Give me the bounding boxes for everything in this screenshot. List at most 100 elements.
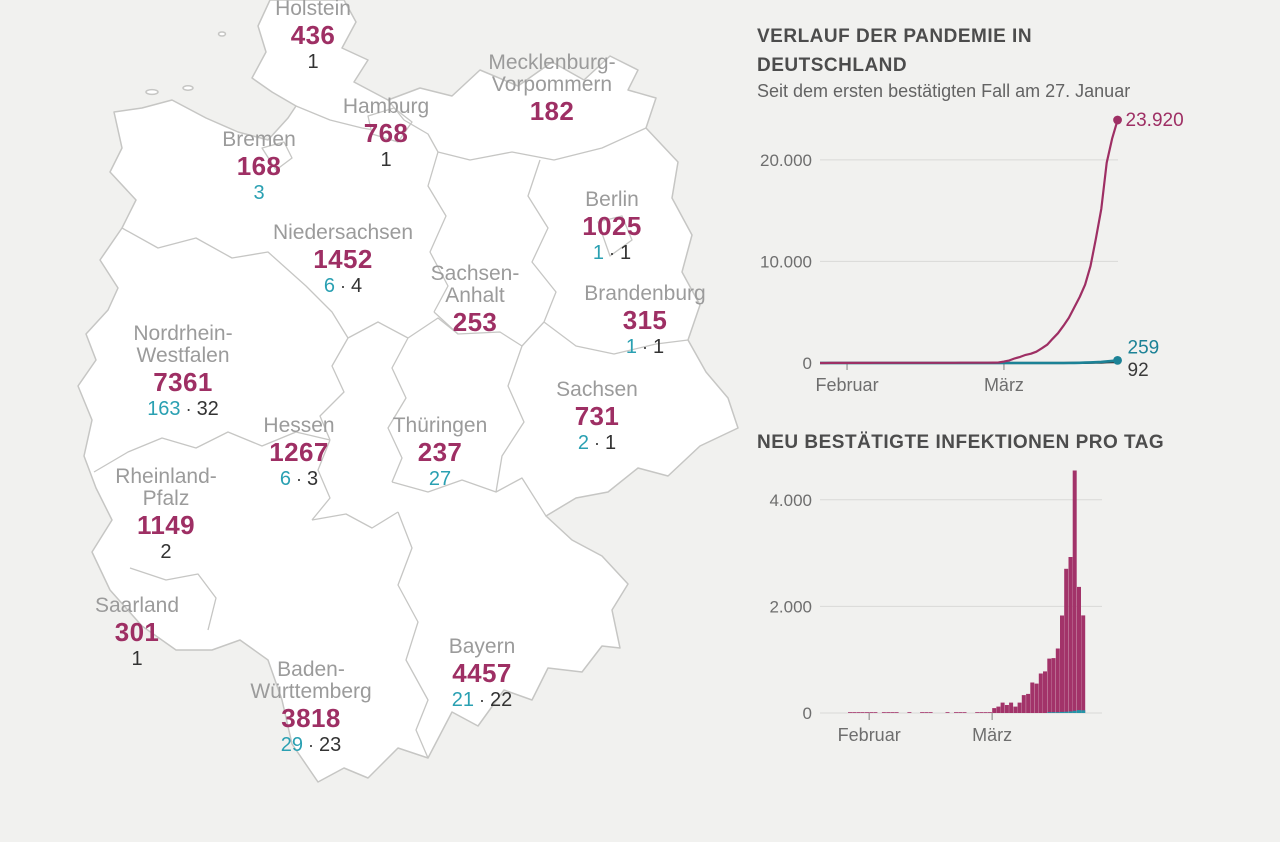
bar-neu-best-tigte-infektionen — [848, 712, 852, 713]
series-end-value: 259 — [1128, 337, 1160, 358]
state-cases-count: 1452 — [313, 244, 373, 274]
bar-neu-best-tigte-infektionen — [890, 712, 895, 713]
bar-neu-best-tigte-infektionen — [1004, 705, 1009, 713]
bar-neu-best-tigte-infektionen — [1021, 695, 1026, 713]
x-axis-label: Februar — [816, 375, 879, 395]
bar-neu-best-tigte-infektionen — [1077, 586, 1081, 713]
state-label-niedersachsen: Niedersachsen 1452 6 · 4 — [273, 222, 413, 299]
state-label-rheinland-pfalz: Rheinland- Pfalz 1149 2 — [115, 466, 217, 565]
state-cases-count: 436 — [290, 20, 336, 50]
state-sub-counts: 1 — [275, 50, 351, 75]
state-name: Berlin — [585, 188, 639, 211]
state-recovered-count: 3 — [253, 182, 265, 204]
y-axis-label: 0 — [803, 704, 812, 723]
bar-genesene-pro-tag — [1051, 712, 1056, 713]
state-sub-counts: 1 — [343, 148, 429, 173]
state-deaths-count: 2 — [160, 541, 172, 563]
state-cases-count: 4457 — [452, 658, 512, 688]
bar-neu-best-tigte-infektionen — [1026, 693, 1031, 713]
bar-neu-best-tigte-infektionen — [975, 712, 980, 713]
state-deaths-count: 22 — [489, 689, 513, 711]
island — [145, 88, 159, 96]
state-recovered-count: 27 — [428, 468, 452, 490]
x-axis-label: März — [984, 375, 1024, 395]
series-end-value: 23.920 — [1126, 110, 1184, 131]
bar-genesene-pro-tag — [1081, 710, 1086, 713]
bar-neu-best-tigte-infektionen — [1009, 702, 1014, 713]
separator-dot: · — [642, 337, 648, 357]
bar-neu-best-tigte-infektionen — [1038, 673, 1043, 713]
state-name: Sachsen — [556, 378, 638, 401]
bar-neu-best-tigte-infektionen — [958, 712, 963, 713]
bar-genesene-pro-tag — [1055, 712, 1060, 713]
state-deaths-count: 23 — [319, 734, 342, 756]
bar-neu-best-tigte-infektionen — [886, 712, 891, 713]
state-name: Nordrhein- Westfalen — [133, 322, 233, 367]
state-cases-count: 168 — [236, 151, 282, 181]
state-name: Niedersachsen — [272, 221, 414, 244]
state-cases-count: 301 — [114, 617, 160, 647]
bar-neu-best-tigte-infektionen — [1081, 615, 1086, 713]
state-recovered-count: 1 — [592, 242, 604, 264]
pandemic-chart-title-line2: DEUTSCHLAND — [757, 55, 908, 76]
bar-neu-best-tigte-infektionen — [1064, 568, 1069, 713]
state-name: Sachsen- Anhalt — [430, 262, 520, 307]
island — [182, 85, 194, 91]
bar-neu-best-tigte-infektionen — [873, 712, 878, 713]
state-deaths-count: 1 — [307, 51, 319, 73]
state-cases-count: 1267 — [269, 437, 329, 467]
island — [217, 31, 227, 37]
state-recovered-count: 6 — [279, 468, 291, 490]
state-deaths-count: 1 — [131, 648, 143, 670]
bar-neu-best-tigte-infektionen — [1030, 682, 1035, 713]
pandemic-chart-subtitle: Seit dem ersten bestätigten Fall am 27. … — [757, 81, 1131, 101]
state-deaths-count: 3 — [306, 468, 319, 490]
state-label-hamburg: Hamburg 768 1 — [343, 96, 429, 173]
bar-neu-best-tigte-infektionen — [962, 712, 967, 713]
state-label-sachsen: Sachsen 731 2 · 1 — [556, 379, 638, 456]
state-deaths-count: 32 — [196, 398, 219, 420]
separator-dot: · — [478, 690, 485, 710]
bar-genesene-pro-tag — [1064, 711, 1069, 713]
state-sub-counts: 2 — [115, 540, 217, 565]
state-label-schleswig-holstein: Holstein 436 1 — [275, 0, 351, 75]
state-deaths-count: 1 — [380, 149, 392, 171]
state-deaths-count: 1 — [604, 432, 617, 454]
separator-dot: · — [593, 433, 600, 453]
state-deaths-count: 4 — [351, 275, 363, 297]
state-deaths-count: 1 — [619, 242, 632, 264]
bar-neu-best-tigte-infektionen — [907, 712, 912, 713]
state-recovered-count: 163 — [147, 398, 181, 420]
bar-neu-best-tigte-infektionen — [945, 712, 950, 713]
bar-genesene-pro-tag — [1060, 711, 1064, 713]
separator-dot: · — [340, 276, 346, 296]
daily-chart-title: NEU BESTÄTIGTE INFEKTIONEN PRO TAG — [757, 432, 1165, 453]
state-label-thueringen: Thüringen 237 27 — [393, 415, 488, 492]
state-cases-count: 768 — [363, 118, 409, 148]
y-axis-label: 20.000 — [760, 151, 812, 170]
state-cases-count: 315 — [622, 305, 668, 335]
state-label-baden-wuerttemberg: Baden- Württemberg 3818 29 · 23 — [250, 659, 371, 758]
state-deaths-count: 1 — [653, 336, 665, 358]
state-name: Hessen — [263, 414, 335, 437]
state-label-bremen: Bremen 168 3 — [222, 129, 296, 206]
bar-neu-best-tigte-infektionen — [1043, 671, 1047, 713]
state-sub-counts: 6 · 4 — [273, 274, 413, 299]
state-cases-count: 253 — [452, 307, 498, 337]
state-recovered-count: 6 — [323, 275, 335, 297]
series-end-value: 92 — [1128, 360, 1149, 381]
y-axis-label: 0 — [803, 354, 812, 373]
bar-neu-best-tigte-infektionen — [852, 712, 857, 713]
state-cases-count: 237 — [417, 437, 463, 467]
state-sub-counts: 1 · 1 — [584, 335, 705, 360]
state-cases-count: 3818 — [281, 703, 341, 733]
bar-neu-best-tigte-infektionen — [1068, 557, 1073, 713]
state-name: Brandenburg — [584, 282, 706, 305]
series-end-dot — [1113, 115, 1122, 125]
state-sub-counts: 1 · 1 — [582, 241, 641, 266]
state-name: Saarland — [94, 594, 180, 617]
state-sub-counts: 163 · 32 — [133, 397, 232, 422]
separator-dot: · — [185, 399, 192, 419]
bar-genesene-pro-tag — [1072, 710, 1077, 713]
